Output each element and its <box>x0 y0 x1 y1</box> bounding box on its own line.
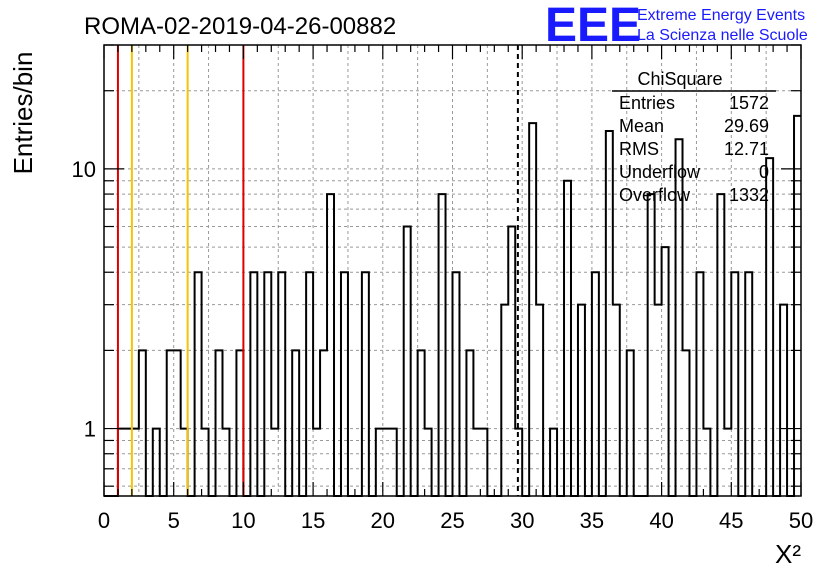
logo-line-2: La Scienza nelle Scuole <box>637 27 808 44</box>
stats-value-underflow: 0 <box>759 162 769 182</box>
logo-line-1: Extreme Energy Events <box>637 7 805 24</box>
x-tick-label: 50 <box>789 508 813 533</box>
x-tick-label: 40 <box>649 508 673 533</box>
x-tick-label: 5 <box>168 508 180 533</box>
stats-title: ChiSquare <box>637 69 722 89</box>
stats-label-rms: RMS <box>619 139 659 159</box>
chart-title: ROMA-02-2019-04-26-00882 <box>84 13 396 40</box>
histogram-series <box>104 114 801 497</box>
x-axis-label: X² <box>775 539 801 569</box>
plot-area: 0 5 10 15 20 25 30 35 40 45 50 1 10 <box>72 44 813 533</box>
x-tick-label: 30 <box>510 508 534 533</box>
y-tick-label: 10 <box>72 157 96 182</box>
stats-label-entries: Entries <box>619 93 675 113</box>
x-tick-label: 35 <box>580 508 604 533</box>
stats-box: ChiSquare Entries 1572 Mean 29.69 RMS 12… <box>612 69 776 205</box>
x-tick-label: 20 <box>371 508 395 533</box>
x-tick-label: 0 <box>98 508 110 533</box>
logo-mark: EEE <box>545 0 641 52</box>
eee-logo: EEE Extreme Energy Events La Scienza nel… <box>545 0 808 52</box>
y-axis-label: Entries/bin <box>8 52 38 175</box>
x-tick-label: 25 <box>440 508 464 533</box>
x-tick-label: 15 <box>301 508 325 533</box>
stats-label-overflow: Overflow <box>619 185 691 205</box>
y-tick-label: 1 <box>84 417 96 442</box>
stats-label-mean: Mean <box>619 116 664 136</box>
stats-value-entries: 1572 <box>729 93 769 113</box>
stats-label-underflow: Underflow <box>619 162 701 182</box>
x-tick-label: 10 <box>231 508 255 533</box>
stats-value-mean: 29.69 <box>724 116 769 136</box>
stats-value-rms: 12.71 <box>724 139 769 159</box>
stats-value-overflow: 1332 <box>729 185 769 205</box>
x-tick-label: 45 <box>719 508 743 533</box>
